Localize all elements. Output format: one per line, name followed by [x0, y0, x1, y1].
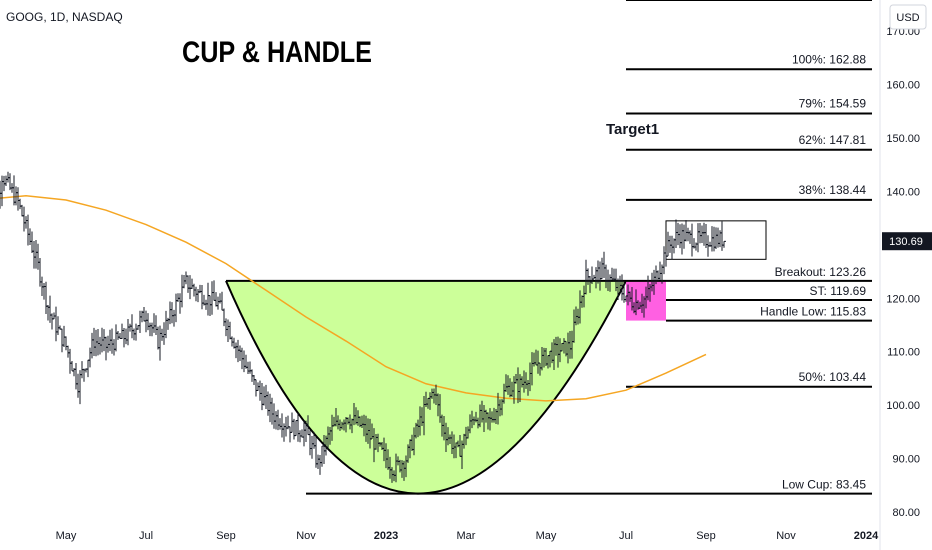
price-tick-label: 160.00 — [886, 80, 920, 92]
chart-title: CUP & HANDLE — [182, 36, 372, 69]
last-price-tag: 130.69 — [882, 232, 932, 251]
target-box — [665, 220, 767, 260]
time-tick-label: Sep — [696, 530, 716, 542]
symbol-header: GOOG, 1D, NASDAQ — [6, 10, 123, 24]
level-label: ST: 119.69 — [810, 284, 867, 298]
price-tick-label: 140.00 — [886, 186, 920, 198]
currency-button[interactable]: USD — [889, 4, 927, 30]
time-tick-label: 2023 — [374, 530, 398, 542]
fib-label: 100%: 162.88 — [792, 52, 866, 66]
level-label: Breakout: 123.26 — [775, 265, 867, 279]
level-label: Low Cup: 83.45 — [782, 478, 866, 492]
price-bars — [0, 171, 726, 483]
price-tick-label: 110.00 — [887, 347, 920, 359]
moving-average-line — [0, 195, 707, 402]
fib-label: 38%: 138.44 — [799, 183, 867, 197]
price-tick-label: 150.00 — [886, 133, 920, 145]
currency-label: USD — [896, 12, 919, 24]
time-tick-label: May — [536, 530, 557, 542]
level-lines — [226, 0, 872, 495]
moving-average-layer — [0, 195, 707, 402]
time-axis[interactable]: May Jul Sep Nov 2023 Mar May Jul Sep Nov 2024 — [56, 530, 880, 542]
fib-label: 50%: 103.44 — [799, 370, 867, 384]
time-tick-label: May — [56, 530, 77, 542]
price-tick-label: 80.00 — [892, 507, 920, 519]
target-label: Target1 — [606, 121, 659, 138]
fib-label: 62%: 147.81 — [799, 133, 867, 147]
time-tick-label: Nov — [296, 530, 316, 542]
level-label: Handle Low: 115.83 — [760, 305, 866, 319]
price-tick-label: 90.00 — [892, 454, 920, 466]
time-tick-label: Jul — [619, 530, 633, 542]
price-tick-label: 120.00 — [886, 293, 920, 305]
time-tick-label: Sep — [216, 530, 236, 542]
time-tick-label: Mar — [457, 530, 476, 542]
fib-label: 79%: 154.59 — [799, 97, 867, 111]
time-tick-label: Nov — [776, 530, 796, 542]
last-price-label: 130.69 — [889, 236, 923, 248]
price-tick-label: 100.00 — [886, 400, 920, 412]
time-tick-label: 2024 — [854, 530, 879, 542]
time-tick-label: Jul — [139, 530, 153, 542]
